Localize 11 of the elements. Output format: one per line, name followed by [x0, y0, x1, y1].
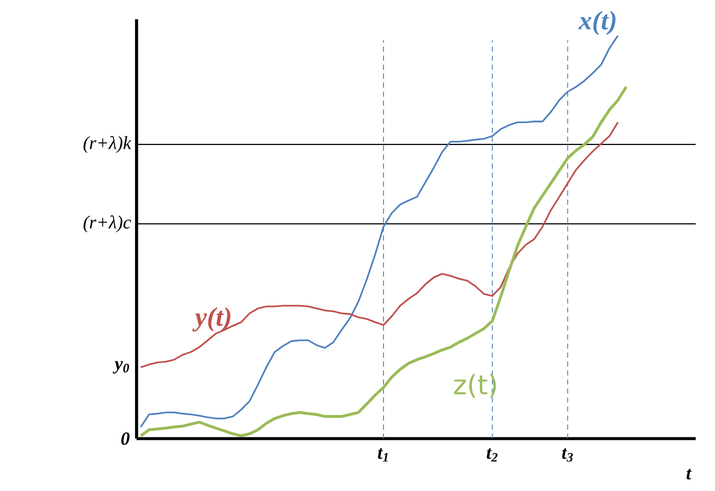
series-label: z(t)	[454, 374, 496, 398]
text: 0	[121, 432, 130, 446]
series-label: y(t)	[192, 307, 230, 332]
x-tick-label: t$_{1}$	[378, 448, 388, 462]
x-tick-label: t$_{3}$	[562, 448, 573, 462]
ref-line-label: (r+λ)k	[84, 136, 132, 154]
x-tick-label: t$_{2}$	[486, 448, 498, 462]
x-axis-title: t	[686, 469, 692, 480]
text: y$_{0}$	[112, 361, 130, 374]
series-label: x(t)	[578, 10, 616, 36]
ref-line-label: (r+λ)c	[84, 216, 131, 232]
